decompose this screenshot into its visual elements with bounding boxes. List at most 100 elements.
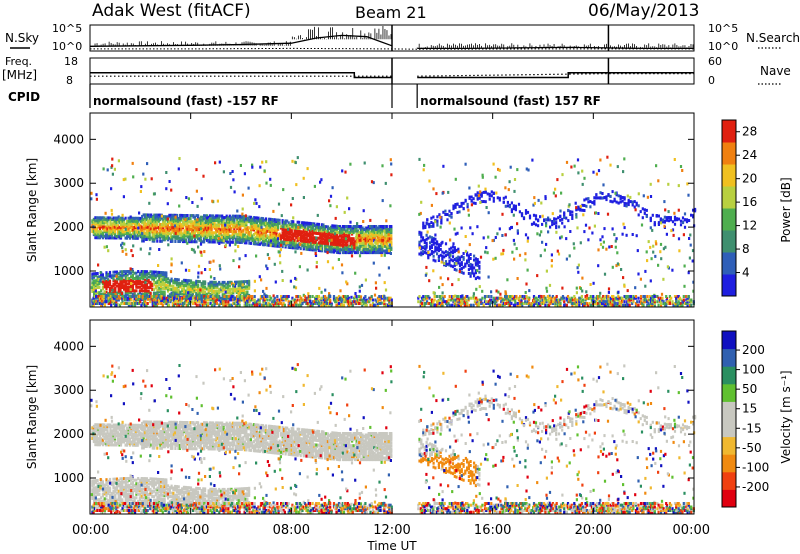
- power-cell: [313, 237, 316, 241]
- power-cell: [137, 226, 140, 230]
- power-cell: [205, 292, 208, 296]
- power-cell: [688, 256, 691, 260]
- power-cell: [189, 284, 193, 288]
- power-cell: [172, 291, 175, 295]
- power-cell: [127, 232, 130, 236]
- power-cell: [123, 222, 126, 226]
- power-cell: [429, 247, 432, 251]
- power-cell: [165, 222, 168, 226]
- power-cell: [480, 193, 483, 197]
- power-cell: [212, 282, 215, 286]
- power-cell: [127, 235, 130, 239]
- power-cell: [373, 293, 377, 297]
- power-cell: [454, 205, 457, 209]
- power-cell: [207, 218, 210, 222]
- power-cell: [292, 243, 295, 247]
- power-cell: [234, 296, 237, 300]
- power-cell: [219, 267, 222, 271]
- power-cell: [243, 241, 246, 245]
- power-cell: [228, 298, 231, 302]
- power-cell: [249, 215, 252, 219]
- power-cell: [159, 215, 162, 219]
- power-cell: [142, 172, 145, 176]
- power-cell: [274, 219, 277, 223]
- power-cell: [605, 198, 608, 202]
- power-cell: [344, 170, 347, 174]
- power-cell: [207, 238, 210, 242]
- power-cell: [152, 291, 156, 295]
- power-cell: [251, 237, 254, 241]
- power-cell: [221, 214, 224, 218]
- power-cell: [104, 219, 107, 223]
- power-cell: [326, 242, 329, 246]
- power-cell: [98, 236, 101, 240]
- power-cell: [151, 272, 154, 276]
- power-cell: [141, 225, 144, 229]
- power-cell: [637, 192, 640, 196]
- power-cell: [173, 224, 176, 228]
- power-cell: [471, 265, 474, 269]
- power-cell: [323, 225, 326, 229]
- power-cell: [328, 236, 331, 240]
- power-cell: [633, 200, 636, 204]
- power-cell: [165, 187, 168, 191]
- power-cell: [163, 292, 166, 296]
- power-cell: [314, 252, 317, 255]
- power-cell: [357, 249, 360, 253]
- power-cell: [379, 225, 382, 228]
- power-cell: [249, 225, 252, 228]
- power-cell: [249, 232, 252, 236]
- power-cell: [184, 223, 188, 227]
- power-cell: [683, 264, 686, 268]
- power-cell: [137, 270, 140, 273]
- power-cell: [197, 275, 200, 279]
- power-cell: [688, 237, 691, 240]
- power-cell: [236, 217, 239, 221]
- power-cell: [251, 222, 254, 226]
- power-cell: [473, 266, 476, 270]
- power-cell: [126, 289, 129, 293]
- power-cell: [541, 240, 544, 244]
- power-cell: [153, 227, 156, 231]
- power-cell: [254, 242, 257, 246]
- power-cell: [360, 251, 363, 255]
- power-cell: [119, 289, 122, 293]
- power-cell: [302, 229, 305, 232]
- power-cell: [359, 295, 363, 299]
- power-cell: [167, 243, 170, 247]
- power-cell: [100, 275, 103, 279]
- power-cell: [355, 234, 358, 238]
- power-cell: [302, 196, 305, 199]
- power-cell: [152, 216, 155, 220]
- power-cell: [432, 223, 435, 227]
- power-cell: [575, 206, 578, 210]
- power-cell: [148, 238, 151, 242]
- power-cell: [292, 216, 295, 220]
- power-cell: [195, 228, 198, 231]
- power-cell: [390, 240, 393, 244]
- power-cell: [218, 298, 221, 302]
- power-cell: [307, 232, 310, 236]
- power-cell: [142, 213, 145, 217]
- power-cell: [252, 226, 255, 230]
- power-cell: [166, 224, 169, 228]
- power-cell: [663, 200, 666, 204]
- power-cell: [175, 281, 178, 285]
- power-cell: [274, 241, 277, 245]
- power-cell: [260, 225, 263, 229]
- power-cell: [370, 248, 373, 251]
- power-cell: [621, 196, 624, 199]
- power-cell: [569, 210, 572, 214]
- power-cell: [138, 277, 141, 280]
- power-cell: [366, 234, 369, 238]
- power-cell: [239, 214, 242, 218]
- nsky-tick-top: 10^5: [52, 22, 82, 35]
- power-cell: [154, 291, 157, 295]
- power-cell: [269, 177, 272, 181]
- power-cell: [152, 275, 156, 279]
- power-cell: [568, 254, 571, 258]
- power-cell: [351, 237, 354, 241]
- power-cell: [103, 221, 106, 224]
- power-cell: [553, 217, 556, 221]
- power-cell: [228, 217, 231, 221]
